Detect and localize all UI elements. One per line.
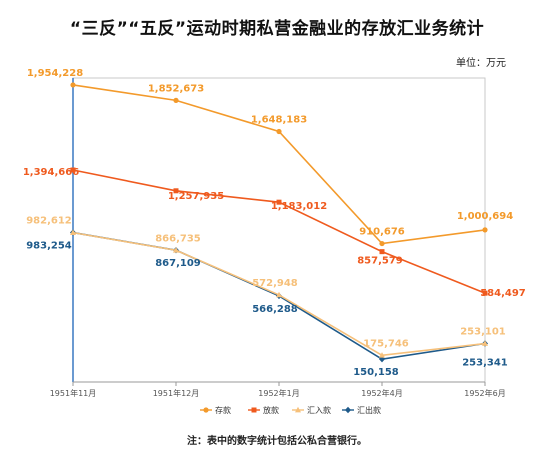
legend-marker	[295, 406, 301, 413]
data-label: 1,000,694	[457, 211, 513, 222]
x-tick-label: 1952年1月	[258, 388, 299, 398]
legend-label: 汇入款	[307, 405, 331, 415]
footnote: 注：表中的数字统计包括公私合营银行。	[187, 436, 367, 447]
data-point	[482, 227, 488, 233]
x-tick-label: 1952年6月	[464, 388, 505, 398]
legend-label: 汇出款	[357, 405, 381, 415]
chart-title: “三反”“五反”运动时期私营金融业的存放汇业务统计	[69, 19, 485, 39]
data-point	[173, 188, 179, 194]
data-label: 1,954,228	[27, 68, 83, 79]
data-point	[379, 240, 385, 247]
data-label: 910,676	[359, 227, 405, 238]
data-label: 1,648,183	[251, 114, 307, 125]
data-label: 150,158	[353, 367, 399, 378]
data-point	[173, 97, 179, 103]
x-tick-label: 1951年12月	[153, 388, 200, 398]
data-label: 253,101	[460, 327, 506, 338]
data-point	[276, 291, 282, 298]
data-point	[70, 82, 76, 88]
data-labels: 1,954,228 1,852,673 1,648,183 910,676 1,000,…	[23, 68, 526, 378]
data-point	[482, 340, 488, 346]
data-point	[482, 290, 488, 296]
data-label: 253,341	[462, 357, 508, 368]
data-point	[379, 249, 385, 255]
data-label: 1,183,012	[271, 201, 327, 212]
data-label: 175,746	[363, 338, 409, 349]
unit-label: 单位：万元	[456, 58, 506, 69]
data-label: 572,948	[252, 278, 298, 289]
x-axis-ticks: 1951年11月 1951年12月 1952年1月 1952年4月 1952年6月	[50, 382, 506, 398]
data-point	[70, 167, 76, 173]
data-point	[276, 128, 282, 135]
data-label: 983,254	[26, 241, 72, 252]
series-group	[70, 82, 488, 363]
data-label: 1,257,935	[168, 191, 224, 202]
data-point	[173, 247, 179, 253]
data-label: 1,852,673	[148, 83, 204, 94]
series-line	[72, 84, 486, 245]
data-point	[70, 229, 76, 236]
data-point	[276, 199, 282, 205]
legend-label: 存款	[215, 405, 231, 415]
data-label: 857,579	[357, 256, 403, 267]
x-tick-label: 1951年11月	[50, 388, 97, 398]
series-line	[72, 169, 486, 294]
legend-marker	[251, 407, 257, 413]
legend-marker	[203, 407, 209, 413]
data-label: 982,612	[26, 216, 72, 227]
legend-label: 放款	[263, 405, 279, 415]
data-label: 866,735	[155, 233, 201, 244]
data-label: 566,288	[252, 304, 298, 315]
legend-marker	[345, 406, 351, 414]
data-label: 1,394,666	[23, 167, 79, 178]
data-point	[379, 352, 385, 358]
x-tick-label: 1952年4月	[361, 388, 402, 398]
legend: 存款 放款 汇入款 汇出款	[200, 405, 381, 415]
data-label: 867,109	[155, 258, 201, 269]
data-label: 584,497	[480, 288, 526, 299]
